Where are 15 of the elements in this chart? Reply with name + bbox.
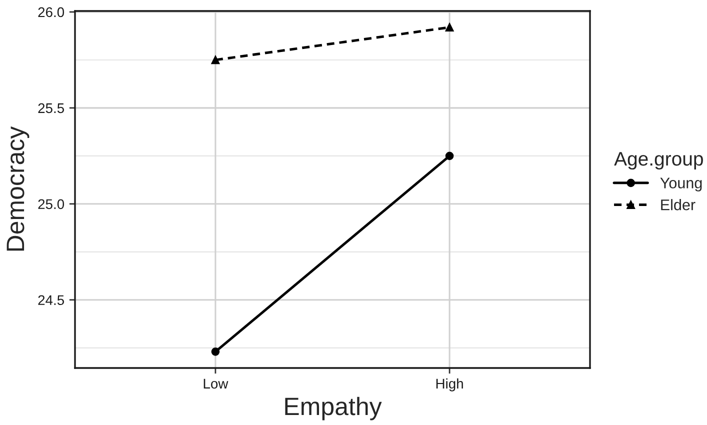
y-tick-label: 26.0	[38, 7, 64, 18]
x-tick-label: High	[436, 378, 463, 392]
legend-label: Young	[660, 178, 702, 192]
point	[445, 152, 454, 160]
legend-label: Elder	[661, 199, 696, 210]
x-tick-label: Low	[204, 378, 228, 389]
y-axis-title: Democracy	[6, 126, 30, 251]
legend-title: Age.group	[614, 152, 703, 170]
point	[445, 23, 454, 32]
x-axis-title: Empathy	[285, 396, 382, 420]
y-tick-label: 25.5	[38, 103, 64, 114]
y-tick-label: 24.5	[38, 295, 64, 306]
point	[211, 56, 220, 64]
y-tick-label: 25.0	[38, 199, 64, 210]
point	[211, 348, 220, 356]
